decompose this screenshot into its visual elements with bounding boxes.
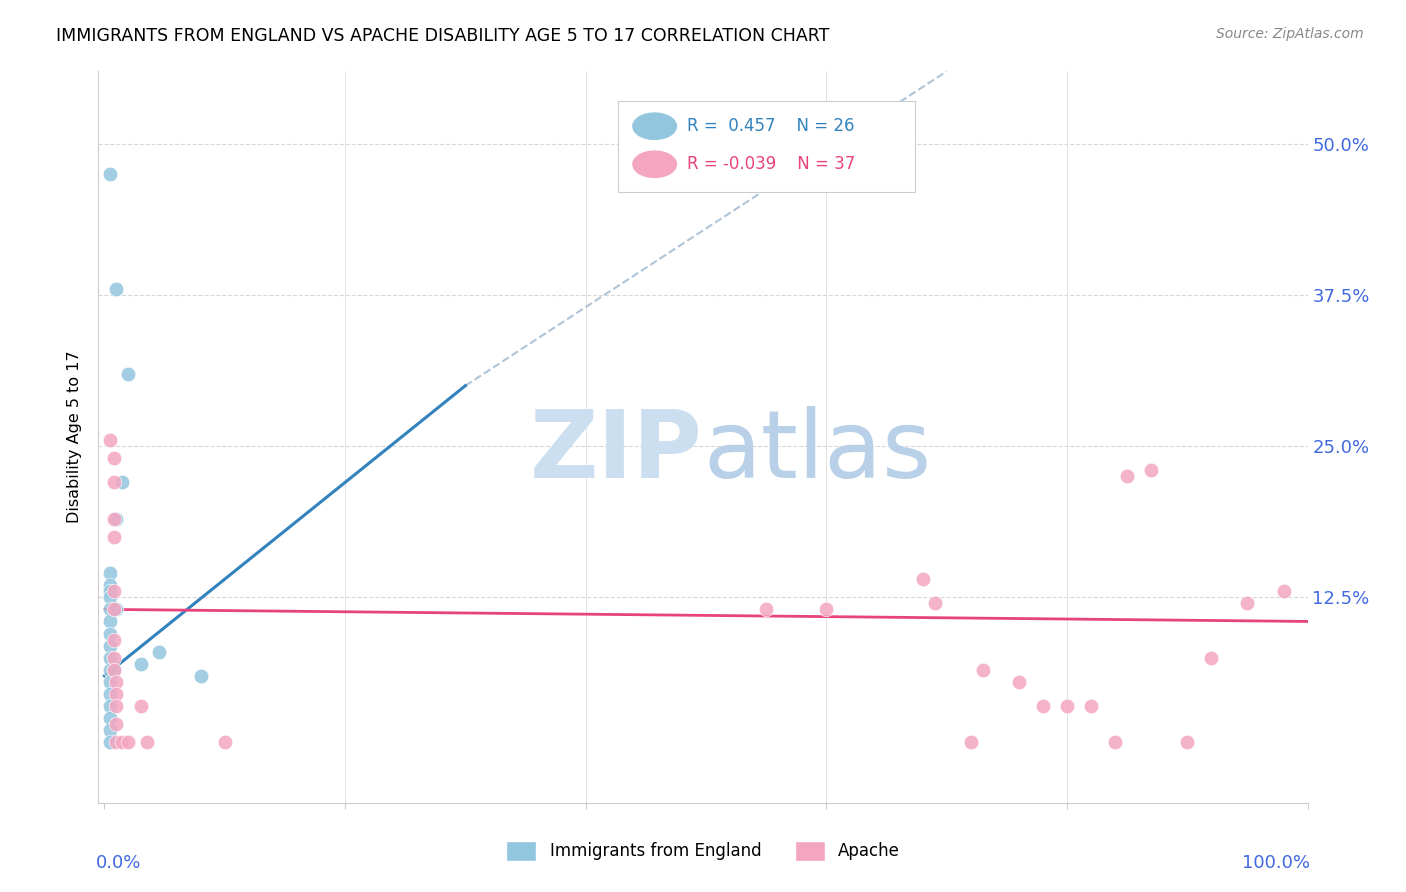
- Point: [1272, 584, 1295, 599]
- Point: [100, 591, 122, 605]
- Point: [105, 699, 128, 714]
- Text: 100.0%: 100.0%: [1241, 854, 1310, 872]
- Point: [105, 602, 128, 616]
- Point: [103, 602, 125, 616]
- Point: [100, 433, 122, 447]
- Point: [103, 475, 125, 490]
- Point: [100, 674, 122, 689]
- Point: [100, 687, 122, 701]
- Point: [100, 711, 122, 725]
- Point: [100, 626, 122, 640]
- Point: [105, 687, 128, 701]
- Circle shape: [633, 113, 676, 139]
- Point: [100, 663, 122, 677]
- Point: [103, 663, 125, 677]
- Point: [100, 699, 122, 714]
- Point: [105, 511, 128, 525]
- Point: [103, 584, 125, 599]
- Point: [924, 596, 946, 610]
- Point: [100, 566, 122, 580]
- Point: [129, 657, 152, 671]
- Point: [100, 602, 122, 616]
- Point: [135, 735, 157, 749]
- Point: [103, 511, 125, 525]
- Point: [129, 699, 152, 714]
- Point: [100, 735, 122, 749]
- Point: [105, 717, 128, 731]
- Point: [1080, 699, 1102, 714]
- Point: [959, 735, 981, 749]
- Point: [911, 572, 934, 586]
- Point: [111, 735, 134, 749]
- Point: [100, 723, 122, 738]
- Point: [103, 451, 125, 466]
- Point: [214, 735, 236, 749]
- Point: [148, 645, 170, 659]
- Text: 0.0%: 0.0%: [96, 854, 142, 872]
- Point: [103, 632, 125, 647]
- Text: R =  0.457    N = 26: R = 0.457 N = 26: [688, 117, 855, 136]
- Y-axis label: Disability Age 5 to 17: Disability Age 5 to 17: [67, 351, 83, 524]
- Text: IMMIGRANTS FROM ENGLAND VS APACHE DISABILITY AGE 5 TO 17 CORRELATION CHART: IMMIGRANTS FROM ENGLAND VS APACHE DISABI…: [56, 27, 830, 45]
- Point: [100, 578, 122, 592]
- Text: Source: ZipAtlas.com: Source: ZipAtlas.com: [1216, 27, 1364, 41]
- FancyBboxPatch shape: [619, 101, 915, 192]
- Point: [815, 602, 838, 616]
- Point: [1032, 699, 1054, 714]
- Point: [111, 475, 134, 490]
- Circle shape: [633, 151, 676, 178]
- Point: [117, 367, 139, 381]
- Text: atlas: atlas: [703, 406, 931, 498]
- Point: [1175, 735, 1198, 749]
- Legend: Immigrants from England, Apache: Immigrants from England, Apache: [499, 834, 907, 868]
- Point: [1116, 469, 1139, 483]
- Point: [1140, 463, 1163, 477]
- Point: [1236, 596, 1258, 610]
- Point: [100, 167, 122, 181]
- Point: [190, 669, 212, 683]
- Point: [1008, 674, 1031, 689]
- Text: R = -0.039    N = 37: R = -0.039 N = 37: [688, 155, 855, 173]
- Point: [100, 639, 122, 653]
- Point: [100, 650, 122, 665]
- Point: [117, 735, 139, 749]
- Point: [1201, 650, 1223, 665]
- Point: [1056, 699, 1078, 714]
- Point: [105, 735, 128, 749]
- Point: [100, 584, 122, 599]
- Point: [100, 615, 122, 629]
- Point: [103, 663, 125, 677]
- Point: [755, 602, 778, 616]
- Point: [105, 282, 128, 296]
- Point: [105, 674, 128, 689]
- Point: [1104, 735, 1126, 749]
- Point: [972, 663, 994, 677]
- Point: [103, 650, 125, 665]
- Point: [103, 530, 125, 544]
- Text: ZIP: ZIP: [530, 406, 703, 498]
